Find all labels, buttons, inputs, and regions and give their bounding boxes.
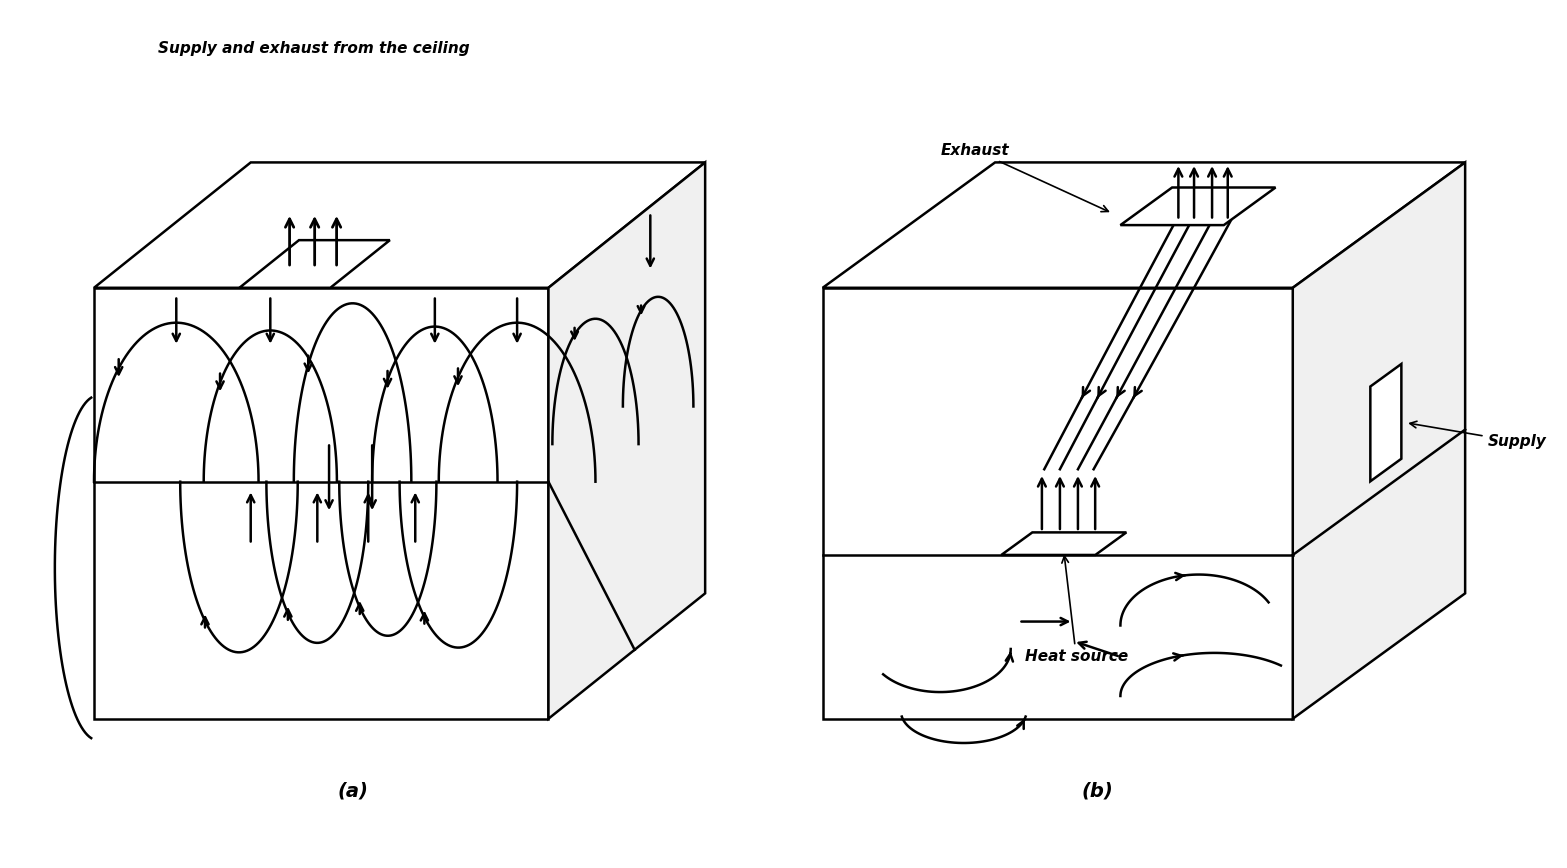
Polygon shape [1120, 187, 1276, 225]
Text: (b): (b) [1081, 782, 1113, 801]
Polygon shape [240, 240, 390, 288]
Polygon shape [94, 162, 705, 288]
Text: Heat source: Heat source [1025, 556, 1128, 664]
Text: Supply and exhaust from the ceiling: Supply and exhaust from the ceiling [158, 41, 469, 56]
Text: Supply: Supply [1410, 421, 1547, 449]
Polygon shape [548, 162, 705, 719]
Polygon shape [1293, 162, 1465, 719]
Text: (a): (a) [337, 782, 368, 801]
Polygon shape [823, 162, 1465, 288]
Polygon shape [1370, 364, 1401, 482]
Text: Exhaust: Exhaust [940, 142, 1108, 212]
Polygon shape [1001, 532, 1127, 555]
